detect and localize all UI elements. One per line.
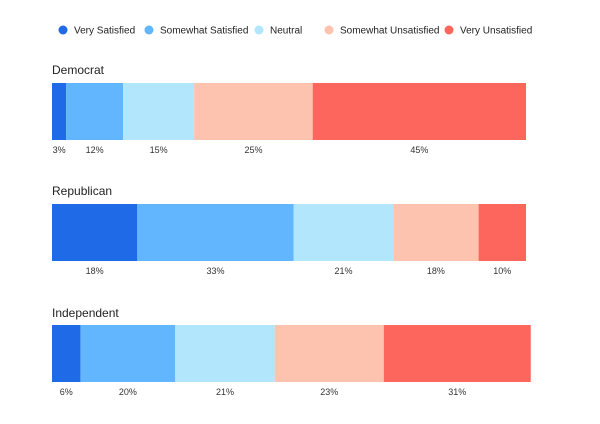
- legend-label-neutral: Neutral: [270, 26, 302, 37]
- legend-swatch-neutral: [254, 25, 264, 35]
- data-label-independent-neutral: 21%: [216, 387, 234, 397]
- legend-item-neutral: Neutral: [254, 25, 302, 37]
- data-label-democrat-neutral: 15%: [150, 145, 168, 155]
- legend-swatch-somewhat-satisfied: [144, 25, 154, 35]
- data-label-democrat-somewhat-satisfied: 12%: [86, 145, 104, 155]
- bar-segment-democrat-neutral: [123, 83, 195, 140]
- data-label-republican-somewhat-unsatisfied: 18%: [427, 266, 445, 276]
- bar-segment-republican-somewhat-unsatisfied: [393, 204, 479, 261]
- bar-groups: Democrat 3% 12% 15% 25% 45% Republican 18% 33% 21…: [52, 63, 531, 397]
- legend-swatch-very-unsatisfied: [444, 25, 454, 35]
- bar-group-independent: Independent 6% 20% 21% 23% 31%: [52, 306, 531, 397]
- category-label-democrat: Democrat: [52, 63, 105, 77]
- data-label-republican-somewhat-satisfied: 33%: [207, 266, 225, 276]
- data-label-democrat-very-satisfied: 3%: [53, 145, 66, 155]
- data-label-republican-very-unsatisfied: 10%: [493, 266, 511, 276]
- data-label-independent-very-unsatisfied: 31%: [448, 387, 466, 397]
- legend-swatch-very-satisfied: [58, 25, 68, 35]
- legend-label-somewhat-unsatisfied: Somewhat Unsatisfied: [340, 26, 440, 37]
- data-label-independent-somewhat-satisfied: 20%: [119, 387, 137, 397]
- category-label-republican: Republican: [52, 184, 112, 198]
- data-label-independent-somewhat-unsatisfied: 23%: [320, 387, 338, 397]
- bar-segment-democrat-somewhat-unsatisfied: [194, 83, 313, 140]
- bar-segment-republican-neutral: [293, 204, 394, 261]
- bar-segment-democrat-somewhat-satisfied: [66, 83, 124, 140]
- category-label-independent: Independent: [52, 306, 119, 320]
- legend-item-very-unsatisfied: Very Unsatisfied: [444, 25, 532, 37]
- legend-label-somewhat-satisfied: Somewhat Satisfied: [160, 26, 248, 37]
- bar-segment-independent-very-unsatisfied: [383, 325, 531, 382]
- bar-group-republican: Republican 18% 33% 21% 18% 10%: [52, 184, 526, 276]
- data-label-independent-very-satisfied: 6%: [60, 387, 73, 397]
- data-label-republican-very-satisfied: 18%: [86, 266, 104, 276]
- legend-label-very-satisfied: Very Satisfied: [74, 26, 135, 37]
- legend-item-somewhat-satisfied: Somewhat Satisfied: [144, 25, 248, 37]
- bar-segment-republican-very-satisfied: [52, 204, 138, 261]
- legend-label-very-unsatisfied: Very Unsatisfied: [460, 26, 532, 37]
- bar-segment-democrat-very-unsatisfied: [312, 83, 526, 140]
- bar-segment-republican-somewhat-satisfied: [137, 204, 294, 261]
- bar-segment-democrat-very-satisfied: [52, 83, 67, 140]
- legend-item-somewhat-unsatisfied: Somewhat Unsatisfied: [324, 25, 440, 37]
- data-label-republican-neutral: 21%: [335, 266, 353, 276]
- bar-segment-republican-very-unsatisfied: [478, 204, 526, 261]
- data-label-democrat-very-unsatisfied: 45%: [410, 145, 428, 155]
- legend-item-very-satisfied: Very Satisfied: [58, 25, 135, 37]
- bar-segment-independent-somewhat-satisfied: [80, 325, 176, 382]
- legend-swatch-somewhat-unsatisfied: [324, 25, 334, 35]
- bar-group-democrat: Democrat 3% 12% 15% 25% 45%: [52, 63, 526, 155]
- bar-segment-independent-somewhat-unsatisfied: [274, 325, 384, 382]
- bar-segment-independent-neutral: [175, 325, 275, 382]
- bar-segment-independent-very-satisfied: [52, 325, 81, 382]
- data-label-democrat-somewhat-unsatisfied: 25%: [244, 145, 262, 155]
- legend: Very Satisfied Somewhat Satisfied Neutral S…: [58, 25, 532, 37]
